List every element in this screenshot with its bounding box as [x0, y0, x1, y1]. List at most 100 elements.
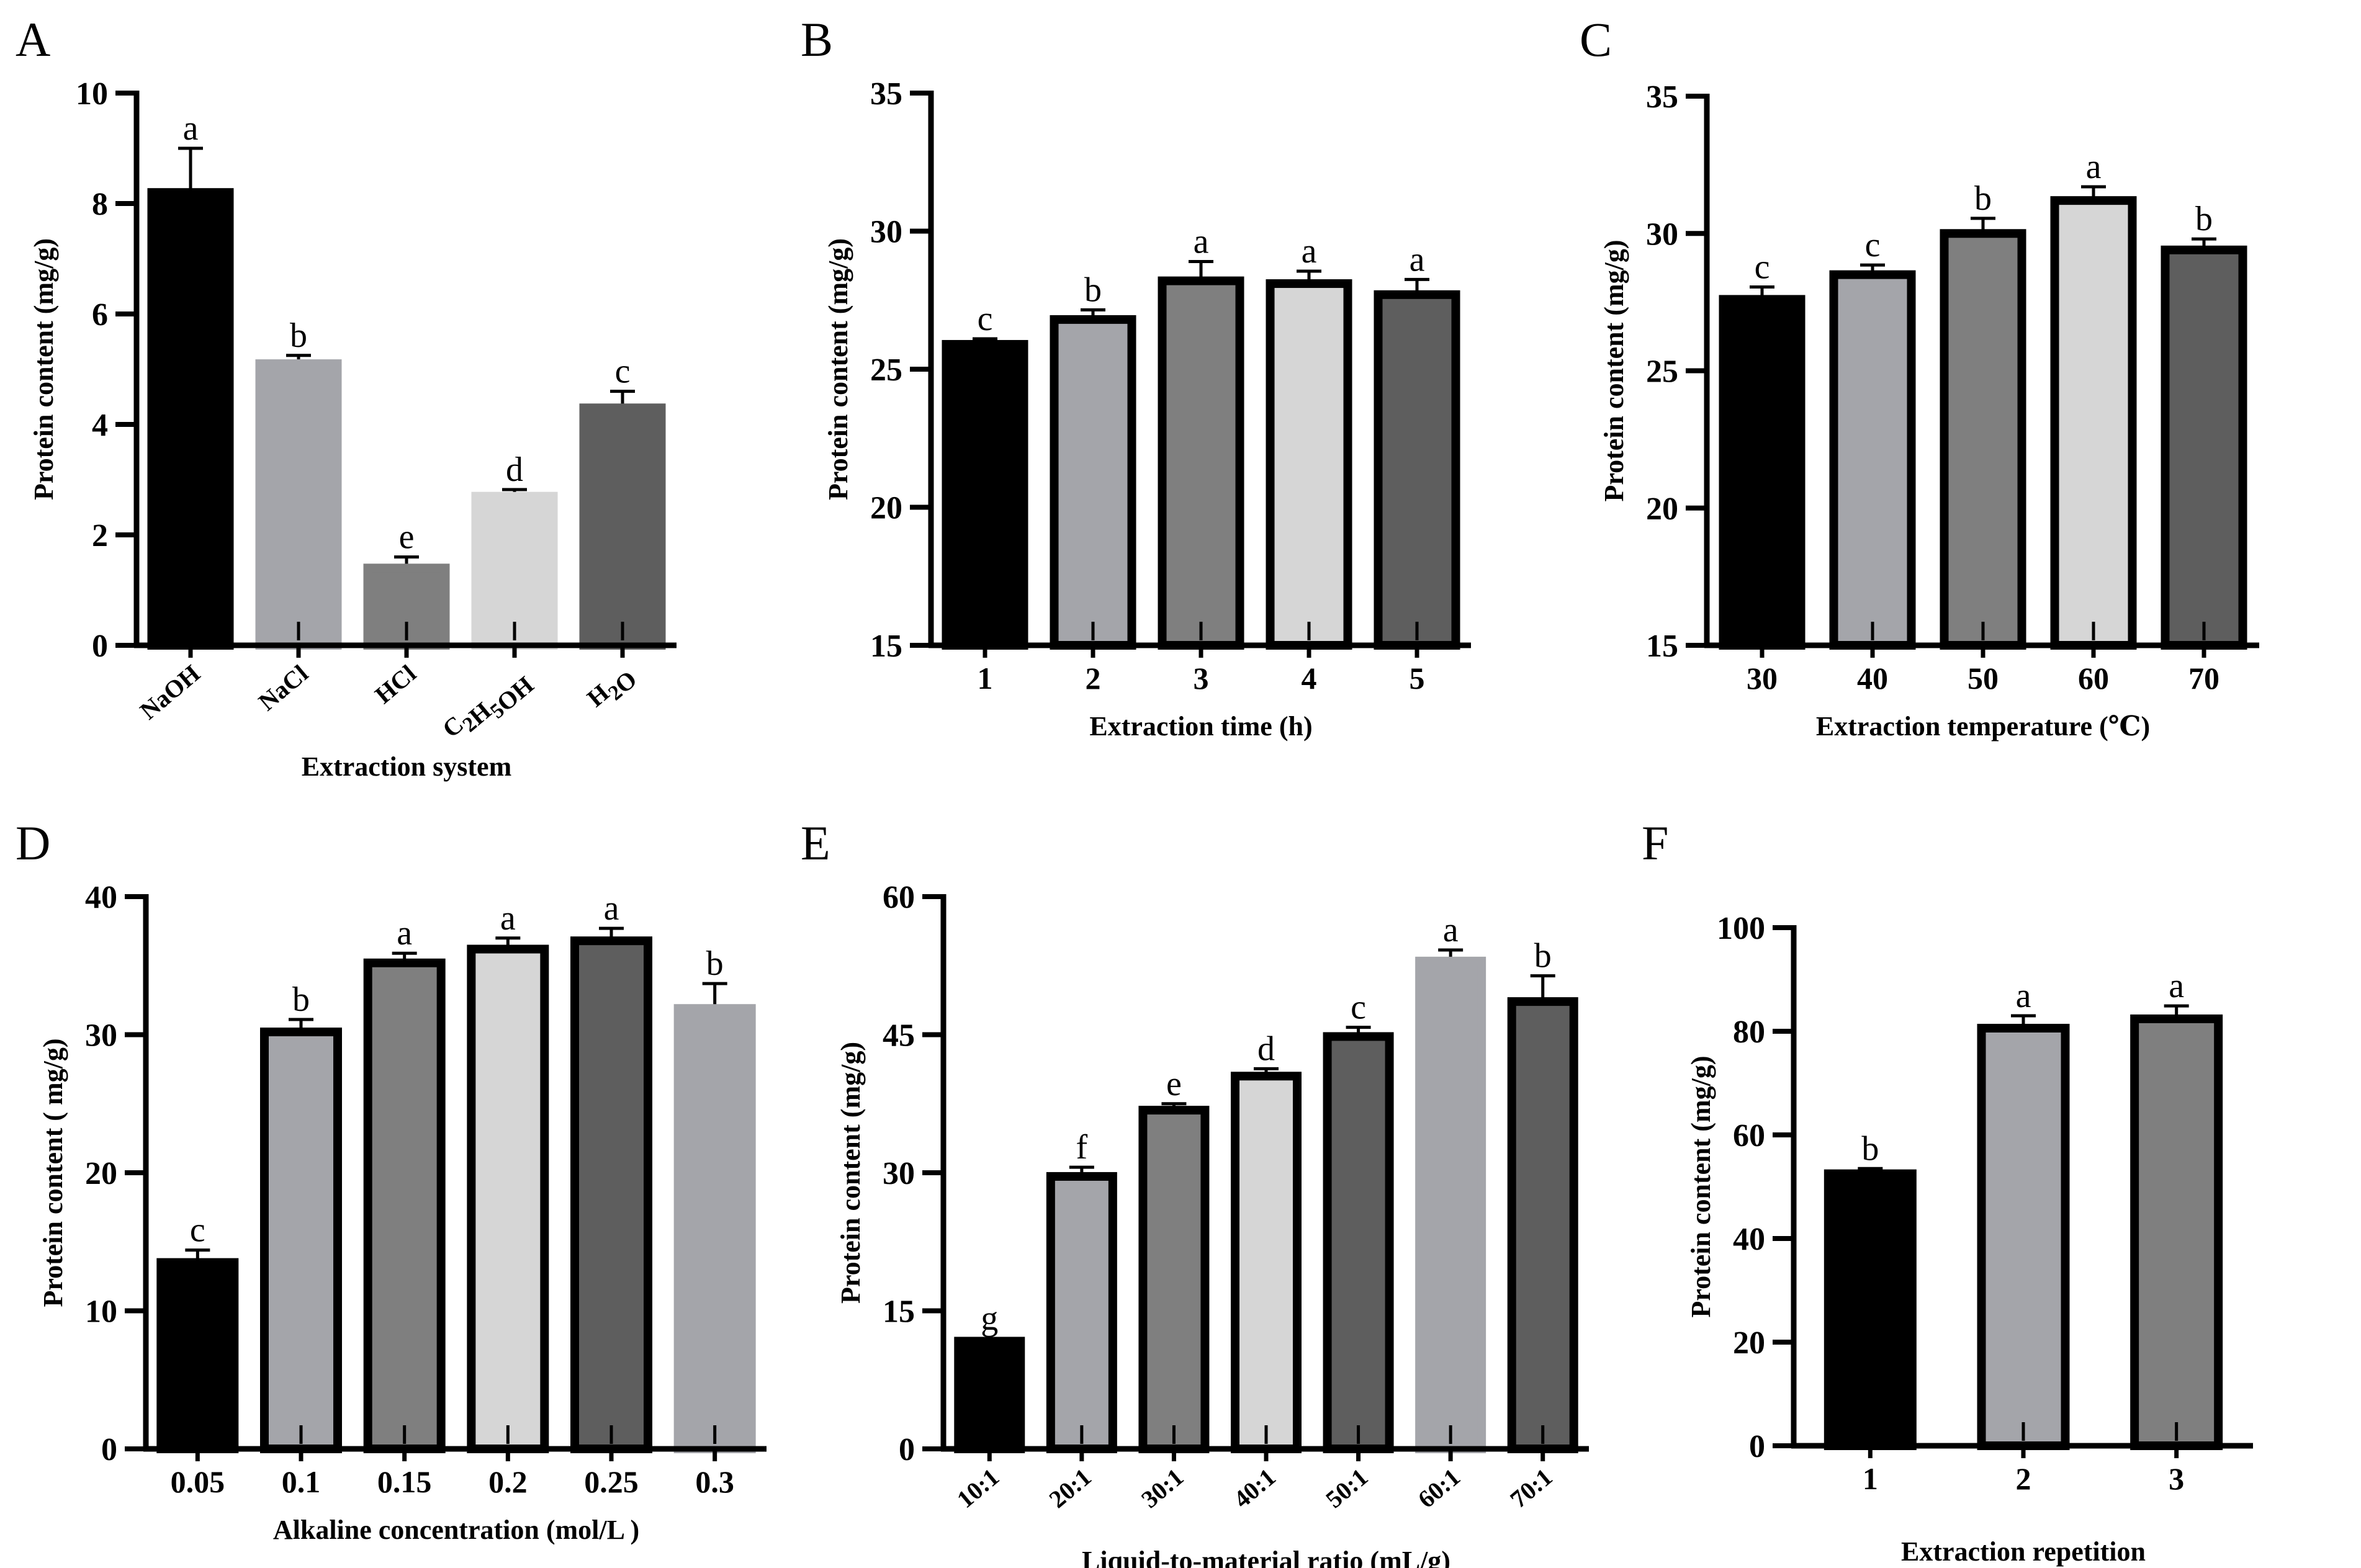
significance-letter: b	[292, 980, 310, 1019]
x-tick-label: 70:1	[1504, 1463, 1557, 1513]
bar	[1824, 1169, 1917, 1450]
y-axis-title: Protein content (mg/g)	[823, 238, 853, 500]
significance-letter: b	[1534, 937, 1552, 975]
y-axis-title: Protein content ( mg/g)	[38, 1039, 68, 1307]
y-tick-label: 15	[870, 629, 902, 664]
x-tick-label: NaCl	[253, 659, 313, 716]
chart-panel-b: Bc 1 b 2 a 3 a 4 a 5 15 20 25 30 35 Protein content (mg…	[801, 12, 1471, 741]
bar	[1507, 997, 1578, 1453]
y-tick-label: 6	[92, 297, 108, 333]
x-tick-label: 20:1	[1044, 1463, 1097, 1513]
significance-letter: b	[1861, 1129, 1879, 1168]
y-tick-label: 100	[1717, 911, 1765, 946]
y-tick-label: 8	[92, 187, 108, 222]
significance-letter: a	[1410, 240, 1425, 279]
bar	[2130, 1014, 2223, 1450]
y-axis-title: Protein content (mg/g)	[1599, 240, 1629, 502]
significance-letter: a	[2016, 977, 2031, 1015]
y-tick-label: 20	[85, 1156, 117, 1191]
x-axis-title: Extraction repetition	[1901, 1536, 2146, 1567]
significance-letter: a	[183, 109, 199, 148]
y-tick-label: 60	[1733, 1118, 1765, 1154]
y-tick-label: 20	[1646, 491, 1678, 527]
y-tick-label: 10	[85, 1294, 117, 1330]
chart-panel-a: Aa NaOH b NaCl e HCl d C2H5OH c H2O 0 2 4 6 8 10 Protein…	[16, 12, 677, 782]
bar	[2161, 245, 2247, 650]
x-tick-label: 5	[1410, 661, 1425, 696]
y-tick-label: 20	[1733, 1325, 1765, 1361]
y-axis-title: Protein content (mg/g)	[1686, 1056, 1716, 1318]
y-tick-label: 20	[870, 491, 902, 526]
y-axis-title: Protein content (mg/g)	[29, 238, 59, 500]
significance-letter: a	[604, 889, 619, 928]
bar	[1374, 290, 1460, 650]
panel-letter: B	[801, 12, 833, 66]
panel-letter: C	[1580, 12, 1612, 66]
significance-letter: g	[981, 1299, 998, 1338]
x-axis-title: Alkaline concentration (mol/L )	[273, 1515, 639, 1545]
bar	[1046, 1172, 1117, 1454]
bar	[260, 1028, 342, 1454]
significance-letter: a	[397, 914, 412, 952]
y-tick-label: 0	[92, 629, 108, 664]
chart-panel-c: Cc 30 c 40 b 50 a 60 b 70 15 20 25 30 35 Protein conten…	[1580, 12, 2259, 741]
y-tick-label: 15	[883, 1294, 915, 1330]
y-tick-label: 0	[1749, 1429, 1765, 1464]
bar	[1158, 276, 1244, 650]
bar	[673, 1004, 756, 1453]
x-tick-label: 2	[1086, 661, 1101, 696]
y-tick-label: 25	[870, 352, 902, 388]
y-tick-label: 0	[899, 1432, 915, 1467]
bar	[363, 958, 446, 1454]
bar	[570, 936, 652, 1453]
bar	[1415, 956, 1486, 1454]
significance-letter: c	[1351, 988, 1366, 1027]
bar	[1719, 295, 1806, 650]
y-tick-label: 10	[76, 76, 108, 112]
x-tick-label: 40	[1857, 661, 1888, 696]
bar	[2050, 196, 2137, 650]
x-tick-label: 50:1	[1320, 1463, 1373, 1513]
panel-letter: D	[16, 816, 50, 870]
bar	[1829, 270, 1916, 650]
bar	[1940, 229, 2026, 650]
significance-letter: a	[1194, 222, 1209, 261]
x-tick-label: 0.3	[695, 1464, 734, 1499]
y-tick-label: 0	[101, 1432, 117, 1467]
y-tick-label: 30	[1646, 217, 1678, 252]
significance-letter: c	[615, 352, 631, 391]
y-tick-label: 25	[1646, 354, 1678, 390]
y-axis-title: Protein content (mg/g)	[835, 1042, 866, 1304]
y-tick-label: 45	[883, 1018, 915, 1054]
y-tick-label: 35	[1646, 79, 1678, 115]
bar	[1266, 279, 1352, 650]
bar	[1323, 1032, 1394, 1453]
x-tick-label: 60	[2078, 661, 2109, 696]
significance-letter: a	[1302, 232, 1317, 271]
x-tick-label: 3	[2169, 1461, 2184, 1496]
x-tick-label: 30:1	[1136, 1463, 1189, 1513]
bar	[147, 188, 234, 650]
panel-letter: F	[1642, 816, 1668, 870]
bar	[1977, 1023, 2070, 1450]
x-axis-title: Extraction time (h)	[1089, 711, 1312, 741]
bar	[942, 339, 1028, 650]
bar	[255, 359, 342, 650]
y-tick-label: 30	[85, 1018, 117, 1054]
x-tick-label: NaOH	[135, 659, 205, 725]
x-tick-label: C2H5OH	[437, 659, 539, 754]
x-tick-label: 2	[2016, 1461, 2031, 1496]
significance-letter: b	[1974, 179, 1992, 218]
y-tick-label: 80	[1733, 1015, 1765, 1050]
x-axis-title: Extraction system	[302, 751, 512, 782]
y-tick-label: 30	[870, 215, 902, 250]
significance-letter: e	[1166, 1065, 1182, 1103]
x-tick-label: 70	[2188, 661, 2219, 696]
bar	[1138, 1106, 1210, 1453]
chart-panel-f: Fb 1 a 2 a 3 0 20 40 60 80 100 Protein content (mg/g…	[1642, 816, 2253, 1567]
x-tick-label: H2O	[582, 659, 642, 718]
chart-panel-e: Eg 10:1 f 20:1 e 30:1 d 40:1 c 50:1 a 60:1 b 70:1 0 15 3…	[801, 816, 1589, 1568]
x-axis-title: Liquid-to-material ratio (mL/g)	[1082, 1546, 1450, 1568]
x-axis-title: Extraction temperature (℃)	[1816, 711, 2150, 741]
y-tick-label: 40	[1733, 1222, 1765, 1257]
